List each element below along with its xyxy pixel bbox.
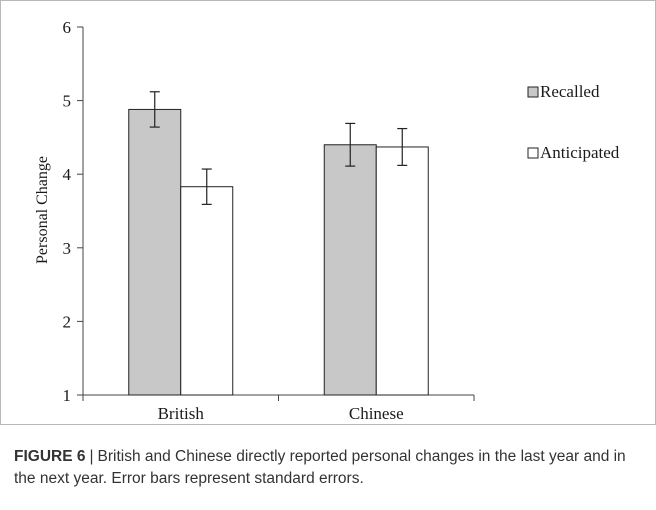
legend: Recalled Anticipated — [527, 82, 620, 162]
y-tick-label: 5 — [63, 92, 72, 111]
y-tick-label: 1 — [63, 386, 72, 405]
y-tick-label: 6 — [63, 18, 72, 37]
x-tick-label: British — [158, 404, 205, 423]
legend-swatch-recalled — [527, 86, 539, 98]
figure-number: FIGURE 6 — [14, 448, 86, 465]
x-tick-labels: British Chinese — [158, 404, 404, 423]
bar-recalled-british — [128, 108, 182, 396]
legend-label-recalled: Recalled — [540, 82, 600, 101]
figure-caption: FIGURE 6 | British and Chinese directly re… — [14, 446, 644, 490]
bar-recalled-chinese — [323, 144, 377, 396]
y-axis-label: Personal Change — [34, 156, 51, 264]
y-tick-label: 3 — [63, 239, 72, 258]
caption-text: British and Chinese directly reported pe… — [14, 448, 626, 487]
y-tick-label: 4 — [63, 165, 72, 184]
x-axis — [82, 394, 475, 401]
y-axis: 1 2 3 4 5 6 — [63, 18, 84, 405]
error-bars — [149, 91, 408, 205]
bar-anticipated-british — [180, 186, 234, 396]
bar-anticipated-chinese — [375, 146, 429, 396]
x-tick-label: Chinese — [349, 404, 404, 423]
legend-swatch-anticipated — [527, 147, 539, 159]
bar-chart: 1 2 3 4 5 6 British Chinese Recalled Anticipate… — [34, 18, 620, 423]
legend-label-anticipated: Anticipated — [540, 143, 620, 162]
y-tick-label: 2 — [63, 312, 72, 331]
caption-separator: | — [89, 448, 94, 465]
bars — [128, 108, 429, 396]
